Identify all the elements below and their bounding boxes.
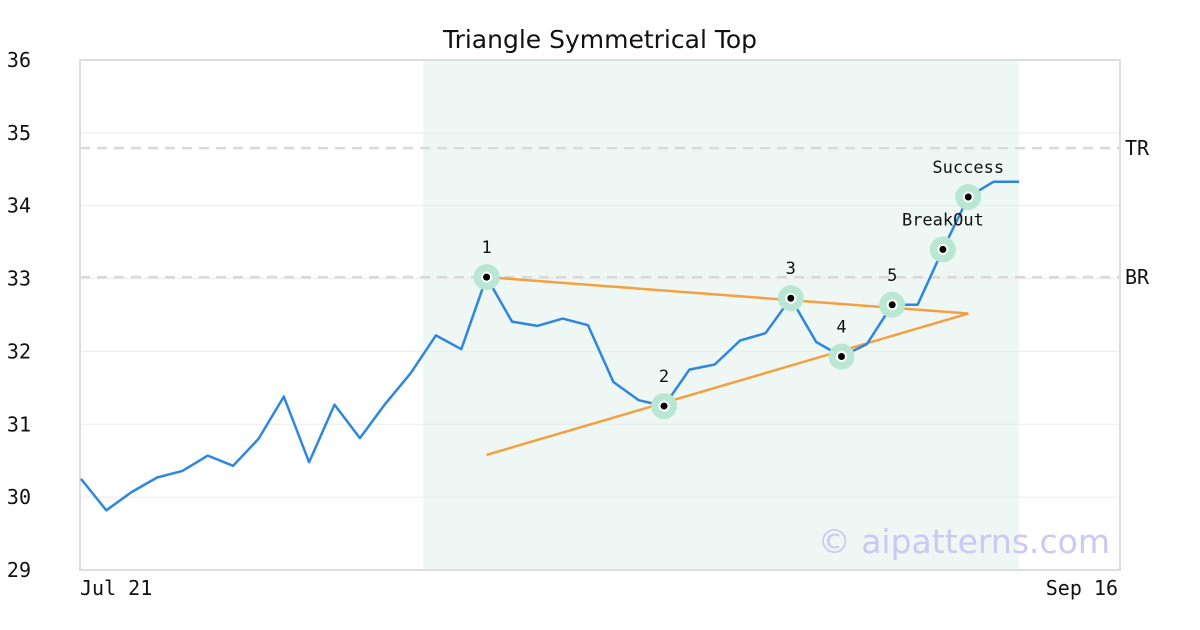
reference-label-br: BR [1125,265,1150,289]
marker-dot [838,353,845,361]
pattern-point-label: 1 [481,238,491,258]
pattern-point-label: 4 [836,318,846,338]
chart-title: Triangle Symmetrical Top [442,25,757,54]
series-layer [80,180,1019,512]
marker-dot [787,294,795,302]
y-tick-label: 31 [7,412,31,436]
trendline [486,312,969,457]
y-tick-label: 32 [7,339,31,363]
annotation-breakout: BreakOut [902,210,984,230]
marker-dot [964,193,972,201]
pattern-point-label: 2 [659,367,669,387]
reference-lines-layer: TR BR [80,136,1150,289]
x-tick-label: Jul 21 [80,576,152,600]
pattern-point-label: 5 [887,266,897,286]
y-tick-label: 29 [7,558,31,582]
price-line [80,180,1019,512]
pattern-point-label: 3 [786,259,796,279]
marker-dot [939,245,947,253]
annotation-success: Success [932,158,1004,178]
x-tick-label: Sep 16 [1046,576,1118,600]
y-tick-label: 34 [7,194,31,218]
marker-dot [483,273,491,281]
marker-dot [888,301,896,309]
shaded-region [423,60,1019,570]
watermark: © aipatterns.com [818,522,1110,561]
x-axis: Jul 21 Sep 16 [80,576,1118,600]
marker-dot [660,402,668,410]
y-tick-label: 35 [7,121,31,145]
y-tick-label: 36 [7,48,31,72]
shaded-region-layer [423,60,1019,570]
markers-layer: 1 2 3 4 5 BreakOut Success [473,158,1004,420]
y-tick-label: 33 [7,267,31,291]
plot-frame [79,59,1121,571]
reference-label-tr: TR [1125,136,1150,160]
y-axis: 29 30 31 32 33 34 35 36 [7,48,31,582]
y-tick-label: 30 [7,485,31,509]
